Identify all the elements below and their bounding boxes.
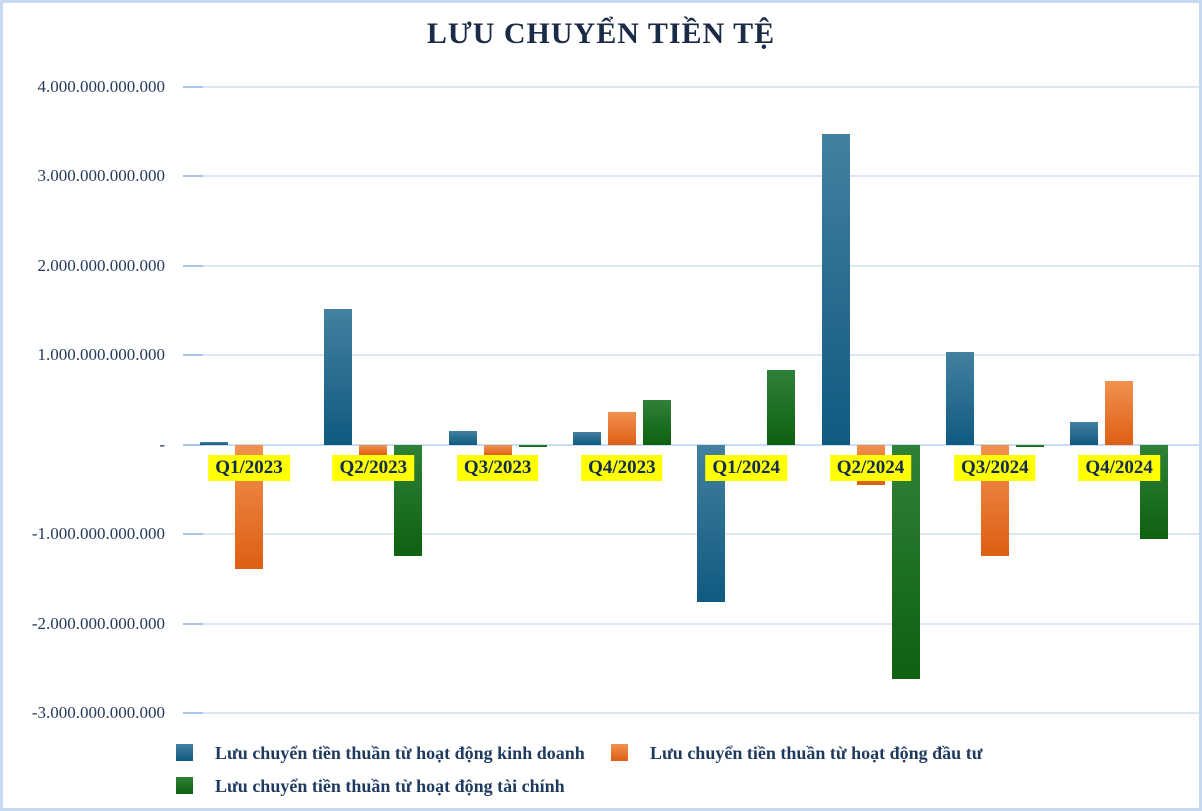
y-axis-tick-label: -2.000.000.000.000: [31, 613, 165, 633]
y-axis-tick: [183, 354, 203, 357]
y-axis-tick: [183, 443, 203, 446]
gridline: [203, 175, 1199, 178]
bar-financing-q3-2023: [518, 444, 547, 447]
y-axis-tick-label: 1.000.000.000.000: [37, 345, 166, 365]
bar-financing-q3-2024: [1015, 444, 1044, 447]
bar-operating-q3-2024: [945, 351, 974, 445]
legend-label-operating: Lưu chuyển tiền thuần từ hoạt động kinh …: [215, 743, 585, 763]
y-axis-tick-label: 4.000.000.000.000: [37, 76, 166, 96]
bar-investing-q4-2023: [607, 411, 636, 445]
x-axis-category-label: Q3/2023: [456, 455, 539, 481]
bar-investing-q2-2023: [359, 444, 388, 455]
x-axis-category-label: Q4/2023: [581, 455, 663, 481]
x-axis-category-label: Q1/2024: [705, 455, 787, 481]
y-axis-tick-label: 2.000.000.000.000: [37, 255, 166, 275]
bar-financing-q1-2024: [767, 370, 796, 445]
bar-operating-q3-2023: [448, 431, 477, 445]
bar-financing-q2-2024: [891, 444, 920, 679]
gridline: [203, 711, 1199, 714]
legend-swatch-investing: [611, 744, 628, 761]
y-axis-tick-label: -1.000.000.000.000: [31, 524, 165, 544]
x-axis-category-label: Q4/2024: [1078, 455, 1160, 481]
gridline: [203, 264, 1199, 267]
bar-operating-q2-2024: [821, 134, 850, 445]
y-axis-tick: [183, 175, 203, 178]
chart-title: LƯU CHUYỂN TIỀN TỆ: [426, 17, 776, 50]
legend-label-investing: Lưu chuyển tiền thuần từ hoạt động đầu t…: [650, 743, 983, 763]
gridline: [203, 85, 1199, 88]
x-axis-category-label: Q3/2024: [954, 455, 1036, 481]
y-axis-tick: [183, 622, 203, 625]
y-axis-tick: [183, 711, 203, 714]
bar-investing-q3-2023: [483, 444, 512, 457]
bar-operating-q4-2023: [572, 432, 601, 445]
x-axis-category-label: Q2/2024: [829, 455, 912, 481]
legend-swatch-operating: [176, 744, 193, 761]
bar-investing-q4-2024: [1105, 381, 1134, 445]
y-axis-tick: [183, 85, 203, 88]
bar-operating-q4-2024: [1070, 422, 1099, 445]
bar-operating-q2-2023: [324, 308, 353, 445]
y-axis-tick: [183, 533, 203, 536]
y-axis-tick-label: -3.000.000.000.000: [31, 702, 165, 722]
x-axis-category-label: Q1/2023: [208, 455, 290, 481]
y-axis-tick-label: -: [159, 434, 165, 454]
legend-swatch-financing: [176, 777, 193, 794]
y-axis-tick-label: 3.000.000.000.000: [37, 166, 166, 186]
gridline: [203, 354, 1199, 357]
bar-financing-q4-2023: [642, 399, 671, 445]
gridline: [203, 622, 1199, 625]
y-axis-tick: [183, 264, 203, 267]
legend-label-financing: Lưu chuyển tiền thuần từ hoạt động tài c…: [215, 776, 565, 796]
bar-operating-q1-2023: [200, 442, 228, 445]
x-axis-category-label: Q2/2023: [332, 455, 415, 481]
